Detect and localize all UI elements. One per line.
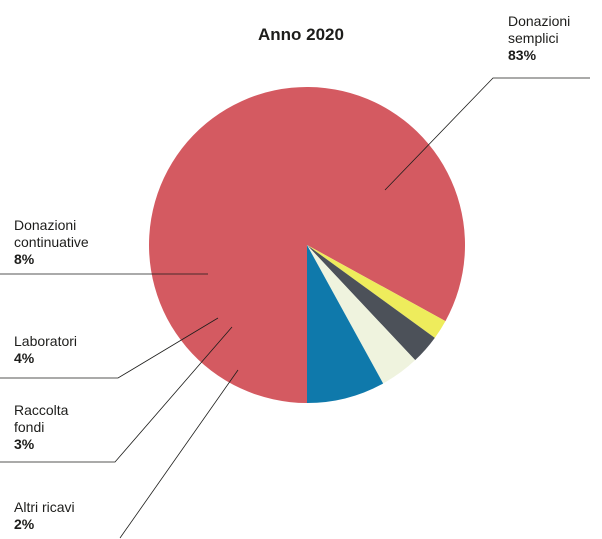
slice-label-text: Altri ricavi [14,499,75,515]
slice-label-text: fondi [14,419,44,435]
slice-value-label: 3% [14,436,35,452]
slice-value-label: 83% [508,47,537,63]
slice-label-4: Donazioni continuative 8% [14,217,89,267]
pie-slice-3 [307,245,416,384]
slice-label-text: semplici [508,30,559,46]
pie-slices [149,87,466,403]
leader-line-3 [0,317,219,379]
leader-line-2 [0,326,233,463]
pie-slice-2 [307,245,435,361]
slice-labels: Donazioni semplici 83%Altri ricavi 2%Raccol… [14,13,570,532]
slice-value-label: 8% [14,251,35,267]
slice-label-3: Laboratori 4% [14,333,77,366]
slice-label-text: Donazioni [14,217,76,233]
slice-label-text: Raccolta [14,402,69,418]
slice-value-label: 2% [14,516,35,532]
slice-value-label: 4% [14,350,35,366]
pie-slice-1 [307,245,446,338]
slice-label-1: Altri ricavi 2% [14,499,75,532]
chart-title: Anno 2020 [258,25,344,44]
leader-line-1 [119,369,239,539]
slice-label-2: Raccolta fondi 3% [14,402,69,452]
pie-slice-4 [307,245,384,403]
slice-label-text: continuative [14,234,89,250]
slice-label-0: Donazioni semplici 83% [508,13,570,63]
slice-label-text: Donazioni [508,13,570,29]
slice-label-text: Laboratori [14,333,77,349]
leader-line-0 [384,77,590,191]
leader-lines [0,77,590,539]
pie-slice-0 [149,87,466,403]
